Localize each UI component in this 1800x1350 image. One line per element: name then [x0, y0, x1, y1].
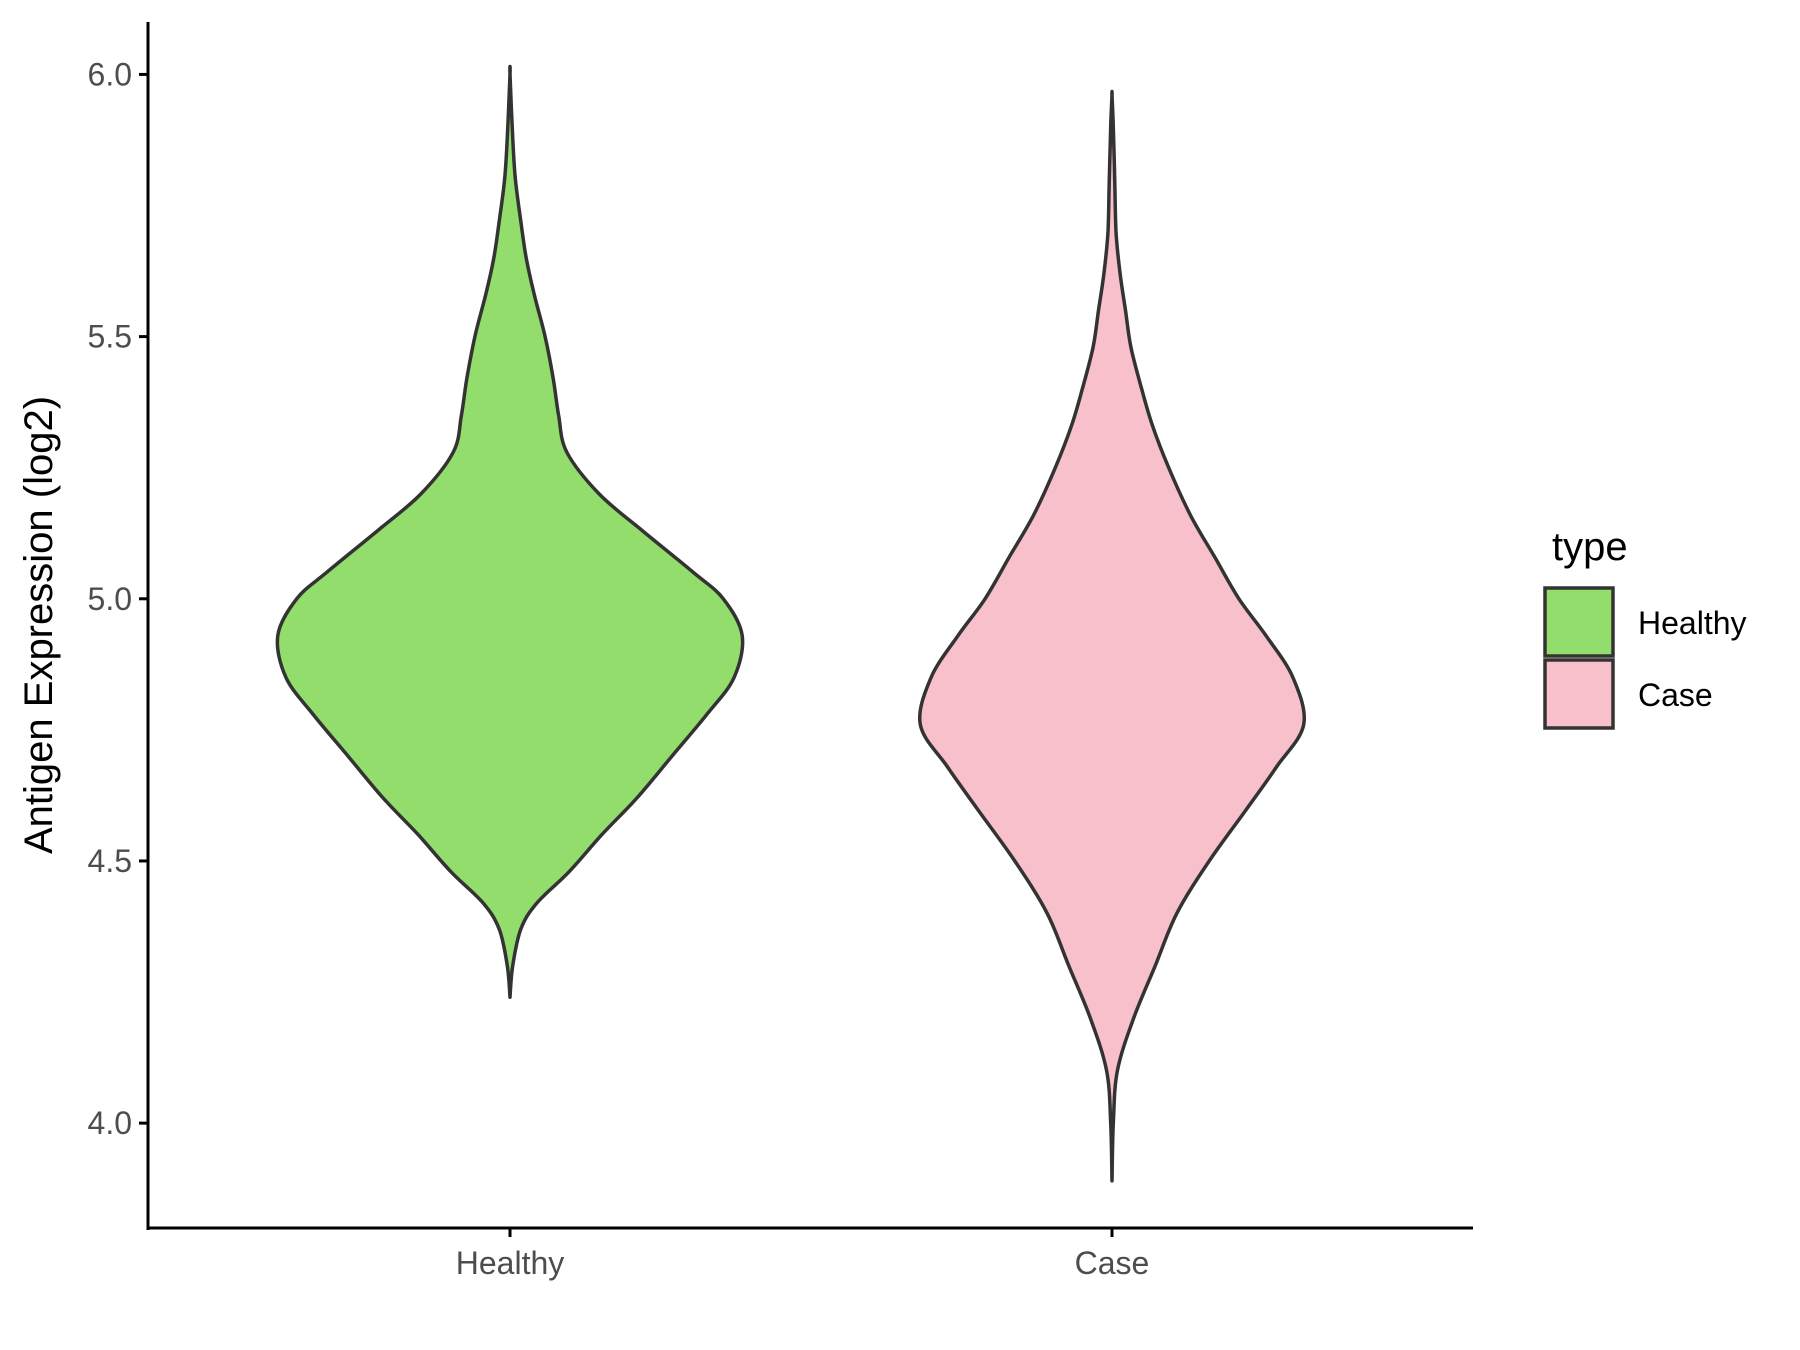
y-axis: 4.0 4.5 5.0 5.5 6.0 [88, 22, 150, 1230]
y-tick-label: 4.5 [88, 843, 132, 879]
violin-case [917, 89, 1307, 1183]
x-axis: Healthy Case [147, 1226, 1473, 1281]
y-tick-label: 6.0 [88, 56, 132, 92]
x-tick-label: Healthy [456, 1245, 565, 1281]
legend-entries: Healthy Case [1543, 586, 1747, 730]
y-axis-title: Antigen Expression (log2) [17, 396, 61, 854]
y-tick-label: 4.0 [88, 1105, 132, 1141]
legend-label: Case [1638, 677, 1713, 713]
legend-label: Healthy [1638, 605, 1747, 641]
plot-area [275, 64, 1307, 1183]
violin-healthy [275, 64, 745, 1000]
legend: type Healthy Case [1543, 525, 1747, 730]
y-tick-label: 5.0 [88, 581, 132, 617]
y-tick-label: 5.5 [88, 319, 132, 355]
legend-swatch-healthy [1543, 586, 1615, 658]
legend-title: type [1552, 525, 1628, 569]
legend-swatch-case [1543, 658, 1615, 730]
x-tick-label: Case [1075, 1245, 1150, 1281]
